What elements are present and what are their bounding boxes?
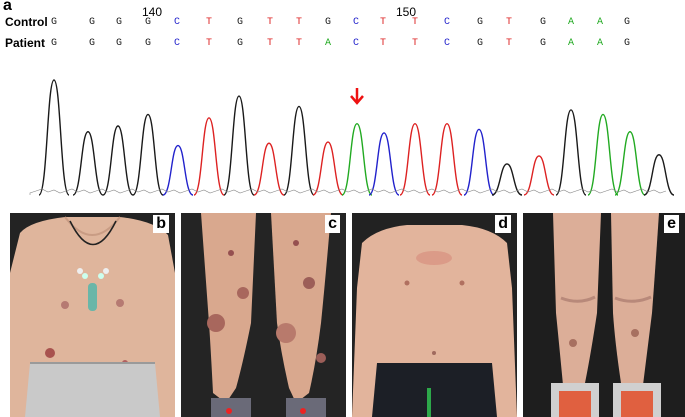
sanger-chromatogram [29, 79, 675, 196]
patient-base: T [266, 38, 273, 49]
chromatogram-peak [399, 122, 431, 196]
chromatogram-peak [587, 113, 619, 196]
patient-base: G [115, 38, 122, 49]
chromatogram-peak [312, 141, 344, 196]
control-base: T [205, 17, 212, 28]
patient-base: G [539, 38, 546, 49]
patient-base: G [236, 38, 243, 49]
panel-label-b: b [153, 215, 169, 233]
control-base: G [236, 17, 243, 28]
control-base: C [173, 17, 180, 28]
patient-base: A [324, 38, 331, 49]
chromatogram-peak [193, 117, 225, 196]
control-base: G [88, 17, 95, 28]
control-base: G [476, 17, 483, 28]
patient-base: T [379, 38, 386, 49]
control-base: T [379, 17, 386, 28]
control-base: T [411, 17, 418, 28]
clinical-photo-d: d [352, 213, 517, 417]
control-base: G [539, 17, 546, 28]
position-label-150: 150 [396, 5, 417, 19]
control-base: A [567, 17, 574, 28]
panel-label-d: d [495, 215, 511, 233]
chromatogram-peak [38, 79, 70, 196]
panel-label-c: c [325, 215, 340, 233]
clinical-photo-b: b [10, 213, 175, 417]
patient-row-label: Patient [5, 36, 46, 50]
clinical-photo-c: c [181, 213, 346, 417]
patient-base: A [596, 38, 603, 49]
panel-label-a: a [3, 0, 12, 14]
patient-base: C [443, 38, 450, 49]
control-base: G [50, 17, 57, 28]
patient-base: A [567, 38, 574, 49]
control-base: C [352, 17, 359, 28]
mutation-arrow-icon [350, 88, 364, 105]
chromatogram-peak [463, 128, 495, 196]
control-base: T [295, 17, 302, 28]
patient-base: T [205, 38, 212, 49]
control-base: G [115, 17, 122, 28]
clinical-photo-e: e [523, 213, 685, 417]
control-base: G [623, 17, 630, 28]
chromatogram-peak [72, 131, 104, 196]
chromatogram-peak [614, 131, 646, 196]
patient-base: T [295, 38, 302, 49]
control-base: C [443, 17, 450, 28]
control-base: G [144, 17, 151, 28]
patient-base: G [88, 38, 95, 49]
chromatogram-baseline [29, 188, 667, 195]
chromatogram-peak [523, 155, 555, 196]
chromatogram-peak [132, 113, 164, 196]
patient-base: T [411, 38, 418, 49]
chromatogram-peak [341, 122, 373, 196]
chromatogram-peak [253, 142, 285, 196]
control-base: T [266, 17, 273, 28]
position-label-140: 140 [142, 5, 163, 19]
patient-base: G [144, 38, 151, 49]
chromatogram-peak [431, 122, 463, 196]
patient-base: G [50, 38, 57, 49]
chromatogram-peak [102, 125, 134, 196]
patient-base: G [623, 38, 630, 49]
chromatogram-peak [283, 105, 315, 196]
patient-base: T [505, 38, 512, 49]
chromatogram-peak [643, 154, 675, 196]
patient-base: C [352, 38, 359, 49]
control-row-label: Control [5, 15, 48, 29]
panel-label-e: e [664, 215, 679, 233]
control-base: T [505, 17, 512, 28]
chromatogram-peak [223, 95, 255, 196]
patient-base: C [173, 38, 180, 49]
control-base: A [596, 17, 603, 28]
patient-base: G [476, 38, 483, 49]
chromatogram-peak [162, 144, 194, 196]
chromatogram-peak [368, 132, 400, 196]
chromatogram-peak [491, 163, 523, 196]
control-base: G [324, 17, 331, 28]
chromatogram-peak [555, 109, 587, 196]
